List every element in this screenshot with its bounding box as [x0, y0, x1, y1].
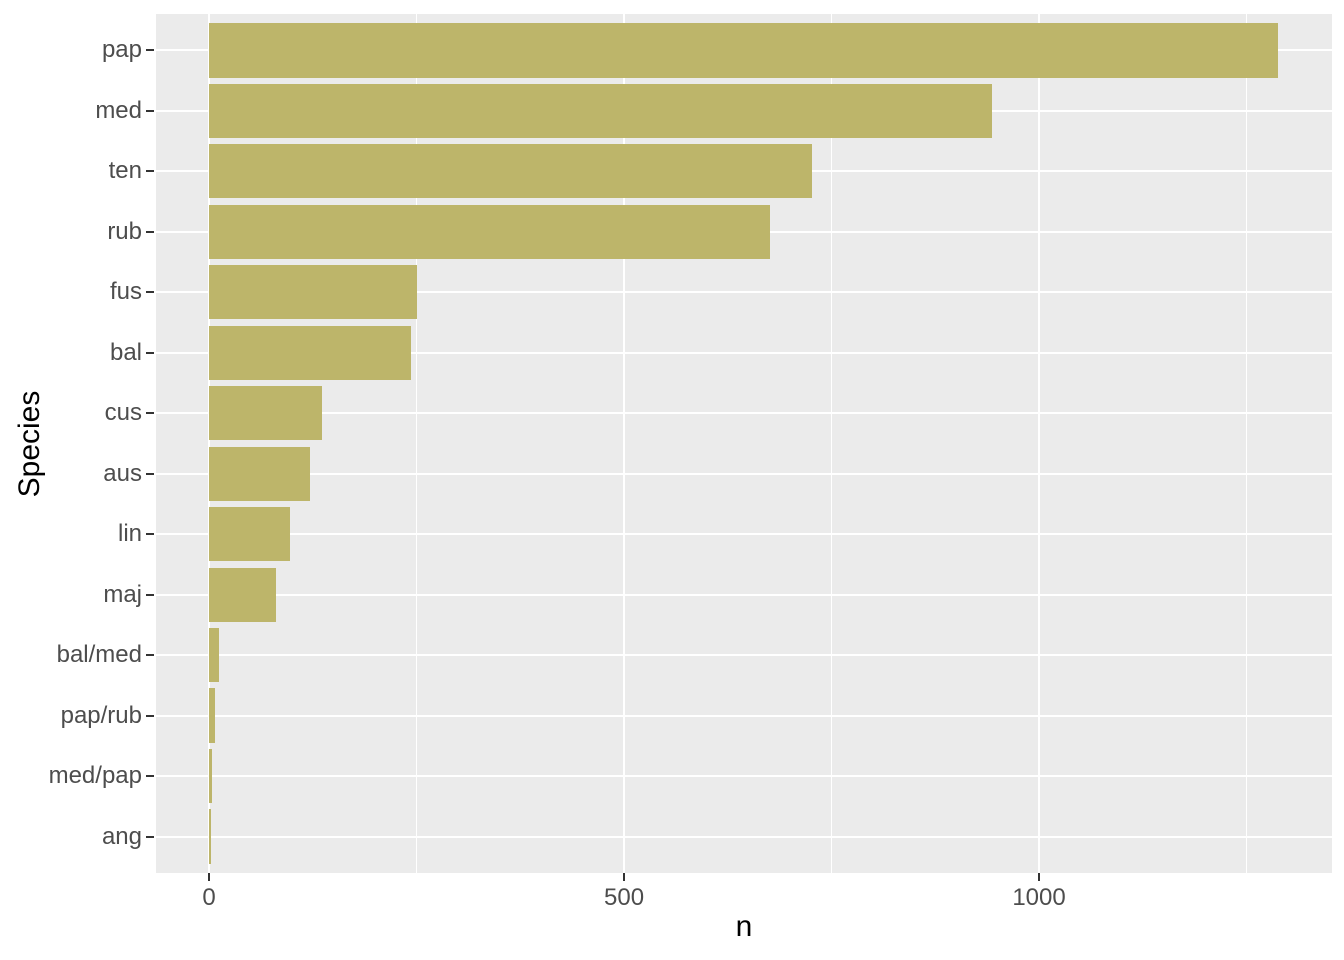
x-axis-title: n — [735, 910, 753, 943]
y-tick-label: maj — [103, 580, 142, 608]
y-tick-label: lin — [117, 520, 142, 548]
y-major-gridline — [156, 835, 1332, 838]
bar — [209, 567, 276, 622]
y-tick-mark — [146, 230, 154, 233]
bar — [209, 204, 771, 259]
bar — [209, 628, 220, 683]
y-tick-label: ang — [101, 822, 142, 850]
y-tick-mark — [146, 593, 154, 596]
plot-panel — [156, 14, 1332, 873]
y-tick-label: pap/rub — [60, 701, 142, 729]
x-tick-mark — [208, 873, 211, 881]
bar — [209, 809, 211, 864]
y-tick-mark — [146, 835, 154, 838]
x-major-gridline — [1038, 14, 1041, 873]
y-tick-mark — [146, 291, 154, 294]
x-minor-gridline — [416, 14, 418, 873]
y-major-gridline — [156, 412, 1332, 415]
y-tick-label: bal/med — [56, 641, 142, 669]
y-tick-label: med/pap — [48, 762, 142, 790]
x-tick-label: 1000 — [1012, 884, 1066, 911]
y-tick-mark — [146, 472, 154, 475]
bar — [209, 446, 311, 501]
y-major-gridline — [156, 714, 1332, 717]
x-minor-gridline — [831, 14, 833, 873]
bar — [209, 83, 992, 138]
y-tick-label: fus — [109, 278, 142, 306]
x-tick-mark — [623, 873, 626, 881]
x-major-gridline — [623, 14, 626, 873]
x-major-gridline — [208, 14, 211, 873]
y-major-gridline — [156, 472, 1332, 475]
y-tick-label: cus — [104, 399, 142, 427]
y-tick-mark — [146, 714, 154, 717]
y-tick-label: rub — [107, 217, 142, 245]
x-minor-gridline — [1246, 14, 1248, 873]
x-tick-mark — [1038, 873, 1041, 881]
bar — [209, 144, 813, 199]
y-major-gridline — [156, 291, 1332, 294]
bar — [209, 265, 418, 320]
bar — [209, 23, 1279, 78]
y-tick-label: pap — [101, 36, 142, 64]
y-tick-label: ten — [108, 157, 142, 185]
y-tick-mark — [146, 533, 154, 536]
y-major-gridline — [156, 533, 1332, 536]
bar — [209, 325, 411, 380]
y-major-gridline — [156, 351, 1332, 354]
y-tick-label: aus — [103, 459, 142, 487]
y-tick-mark — [146, 109, 154, 112]
bar — [209, 748, 212, 804]
y-tick-mark — [146, 351, 154, 354]
y-tick-mark — [146, 654, 154, 657]
y-tick-mark — [146, 775, 154, 778]
bar — [209, 386, 322, 441]
y-major-gridline — [156, 654, 1332, 657]
y-major-gridline — [156, 775, 1332, 778]
bar — [209, 688, 215, 743]
y-tick-mark — [146, 412, 154, 415]
y-tick-label: bal — [109, 338, 142, 366]
y-major-gridline — [156, 593, 1332, 596]
y-tick-mark — [146, 49, 154, 52]
x-tick-label: 0 — [202, 884, 216, 911]
x-tick-label: 500 — [604, 884, 645, 911]
y-tick-label: med — [95, 96, 142, 124]
y-tick-mark — [146, 170, 154, 173]
bar — [209, 507, 290, 562]
